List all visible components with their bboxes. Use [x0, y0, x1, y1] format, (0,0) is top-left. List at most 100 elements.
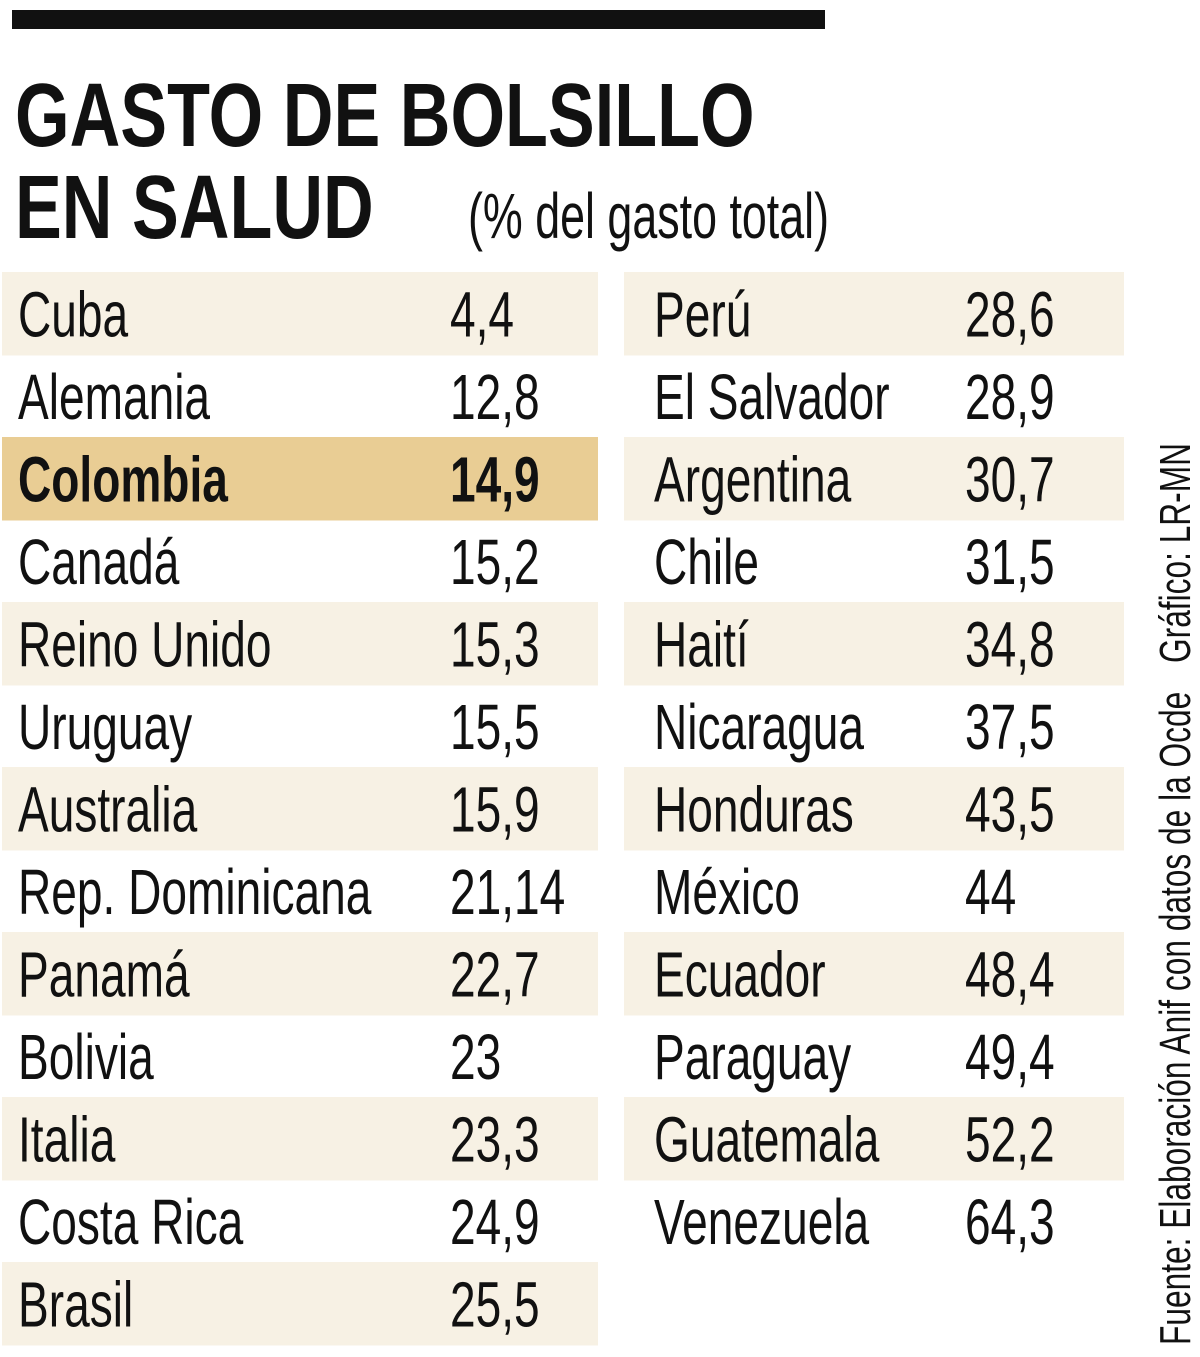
value: 15,3 — [450, 609, 540, 680]
value-cell: 15,2 — [450, 526, 540, 597]
country-cell: El Salvador — [654, 361, 890, 432]
value: 14,9 — [450, 444, 540, 515]
country: Uruguay — [18, 691, 192, 762]
value: 4,4 — [450, 279, 514, 350]
country-cell: Cuba — [18, 279, 128, 350]
value-cell: 43,5 — [965, 774, 1055, 845]
country: Australia — [18, 774, 197, 845]
country: Cuba — [18, 279, 128, 350]
country-cell: Reino Unido — [18, 609, 272, 680]
country-cell: Paraguay — [654, 1021, 851, 1092]
value: 48,4 — [965, 939, 1055, 1010]
row-band — [2, 602, 598, 686]
country-cell: Honduras — [654, 774, 854, 845]
value-cell: 24,9 — [450, 1186, 540, 1257]
country: Argentina — [654, 444, 851, 515]
country-cell: Haití — [654, 609, 749, 680]
value-cell: 28,9 — [965, 361, 1055, 432]
country: Honduras — [654, 774, 854, 845]
row-band — [2, 1262, 598, 1346]
value-cell: 52,2 — [965, 1104, 1055, 1175]
country-cell: Costa Rica — [18, 1186, 243, 1257]
row-band — [624, 602, 1124, 686]
value-cell: 14,9 — [450, 444, 540, 515]
country-cell: Venezuela — [654, 1186, 869, 1257]
country: Guatemala — [654, 1104, 879, 1175]
value: 23,3 — [450, 1104, 540, 1175]
value-cell: 23,3 — [450, 1104, 540, 1175]
value: 23 — [450, 1021, 501, 1092]
value-cell: 48,4 — [965, 939, 1055, 1010]
country-cell: Chile — [654, 526, 759, 597]
value-cell: 21,14 — [450, 856, 565, 927]
row-band — [624, 767, 1124, 851]
country: Rep. Dominicana — [18, 856, 371, 927]
country: Panamá — [18, 939, 190, 1010]
title: EN SALUD — [15, 158, 374, 258]
value: 21,14 — [450, 856, 565, 927]
value-cell: 34,8 — [965, 609, 1055, 680]
value-cell: 15,9 — [450, 774, 540, 845]
value-cell: 44 — [965, 856, 1016, 927]
country-cell: Australia — [18, 774, 197, 845]
row-band — [2, 932, 598, 1016]
value-cell: 30,7 — [965, 444, 1055, 515]
row-band — [2, 1097, 598, 1181]
value-cell: 23 — [450, 1021, 501, 1092]
value: 31,5 — [965, 526, 1055, 597]
country: Canadá — [18, 526, 179, 597]
subtitle: (% del gasto total) — [468, 180, 829, 252]
value-cell: 64,3 — [965, 1186, 1055, 1257]
value-cell: 25,5 — [450, 1269, 540, 1340]
value-cell: 4,4 — [450, 279, 514, 350]
row-band — [624, 437, 1124, 521]
country-cell: Panamá — [18, 939, 190, 1010]
value: 52,2 — [965, 1104, 1055, 1175]
credit: Gráfico: LR-MN — [1151, 443, 1200, 663]
country: Costa Rica — [18, 1186, 243, 1257]
country-cell: Canadá — [18, 526, 179, 597]
value: 49,4 — [965, 1021, 1055, 1092]
country: Brasil — [18, 1269, 133, 1340]
country-cell: Uruguay — [18, 691, 192, 762]
country-cell: Brasil — [18, 1269, 133, 1340]
country: Chile — [654, 526, 759, 597]
country-cell: Italia — [18, 1104, 115, 1175]
value: 15,5 — [450, 691, 540, 762]
value-cell: 22,7 — [450, 939, 540, 1010]
country: Ecuador — [654, 939, 826, 1010]
value: 25,5 — [450, 1269, 540, 1340]
country: Nicaragua — [654, 691, 864, 762]
value-cell: 15,3 — [450, 609, 540, 680]
country: Venezuela — [654, 1186, 869, 1257]
value: 37,5 — [965, 691, 1055, 762]
value: 15,9 — [450, 774, 540, 845]
value: 12,8 — [450, 361, 540, 432]
country-cell: Guatemala — [654, 1104, 879, 1175]
value-cell: 31,5 — [965, 526, 1055, 597]
row-band — [2, 767, 598, 851]
source: Fuente: Elaboración Anif con datos de la… — [1151, 443, 1200, 1345]
value-cell: 12,8 — [450, 361, 540, 432]
country-cell: Nicaragua — [654, 691, 864, 762]
value-cell: 28,6 — [965, 279, 1055, 350]
value: 28,9 — [965, 361, 1055, 432]
country: Paraguay — [654, 1021, 851, 1092]
country-cell: México — [654, 856, 800, 927]
country: Reino Unido — [18, 609, 272, 680]
value-cell: 49,4 — [965, 1021, 1055, 1092]
row-band — [624, 932, 1124, 1016]
value: 44 — [965, 856, 1016, 927]
country: Haití — [654, 609, 749, 680]
country-cell: Argentina — [654, 444, 851, 515]
country: El Salvador — [654, 361, 890, 432]
row-band — [624, 1097, 1124, 1181]
value-cell: 37,5 — [965, 691, 1055, 762]
value: 64,3 — [965, 1186, 1055, 1257]
row-band — [2, 272, 598, 356]
country-cell: Bolivia — [18, 1021, 154, 1092]
country-cell: Alemania — [18, 361, 210, 432]
top-rule — [12, 10, 825, 29]
value: 15,2 — [450, 526, 540, 597]
